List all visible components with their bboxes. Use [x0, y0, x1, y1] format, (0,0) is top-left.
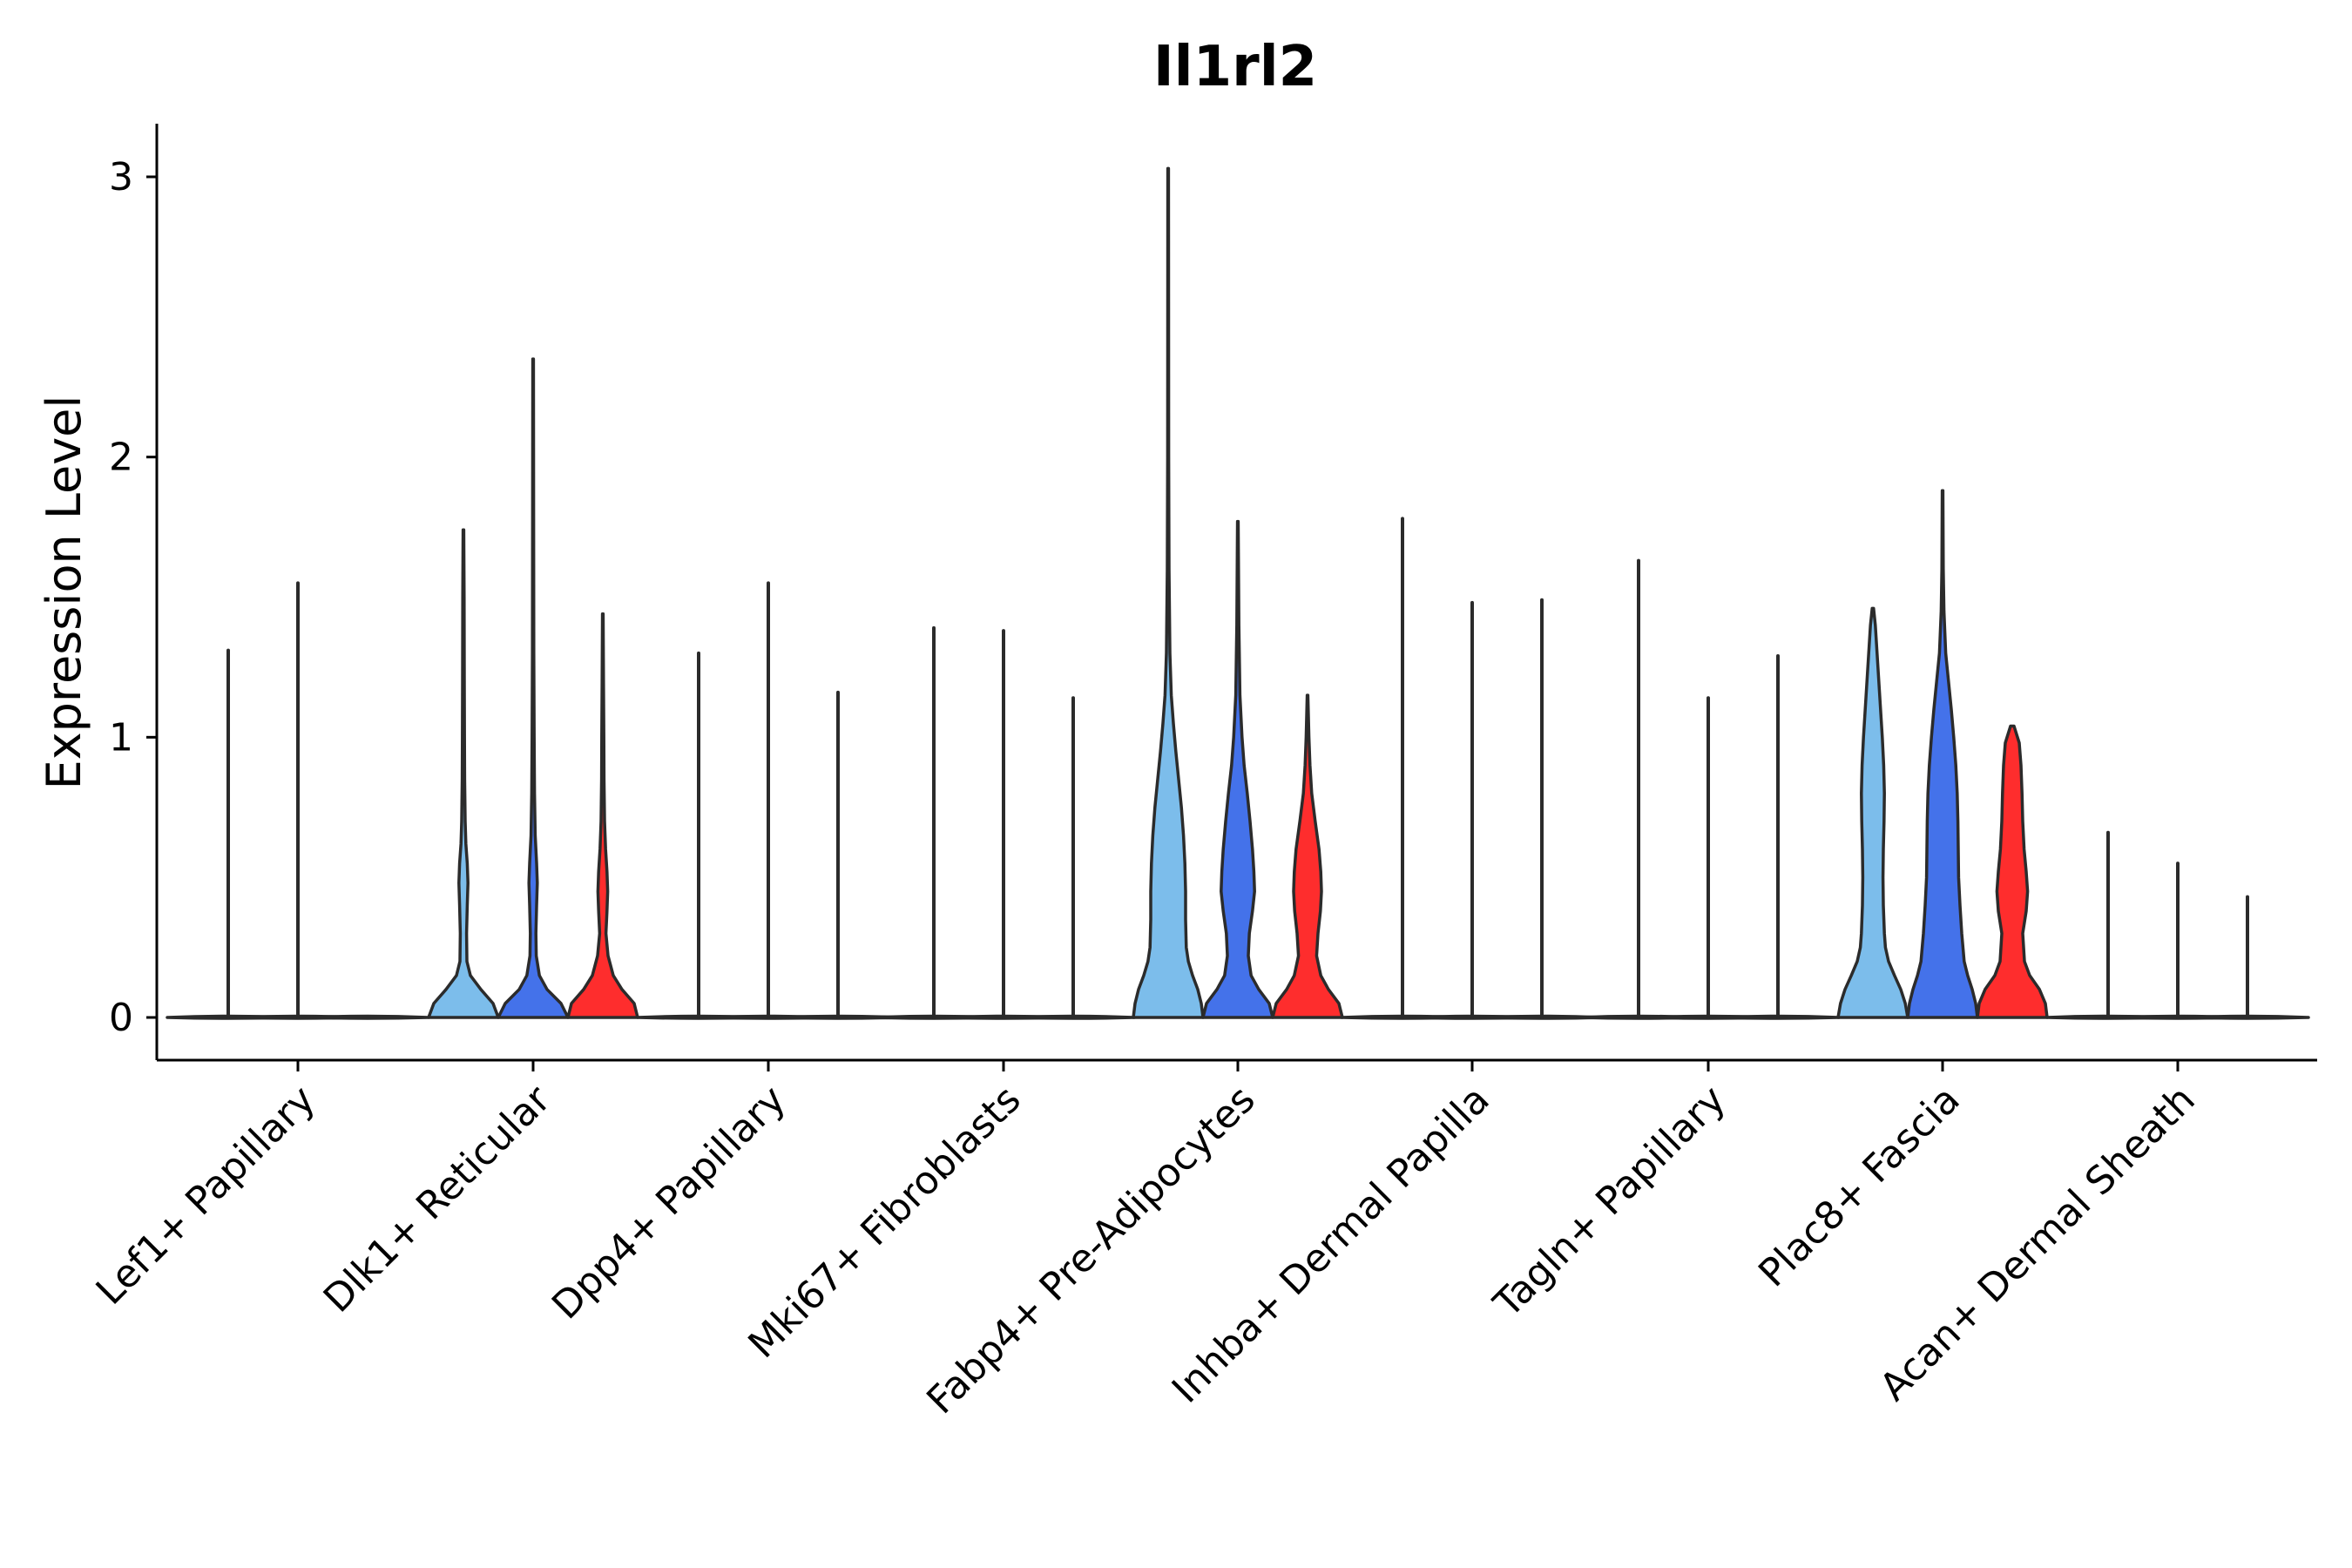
- violin-8-3: [1976, 724, 2049, 1019]
- y-axis-ticks: 0 1 2 3: [109, 155, 157, 1040]
- y-axis-label: Expression Level: [37, 395, 91, 790]
- x-tick-label-7: Tagln+ Papillary: [1485, 1078, 1734, 1327]
- y-tick-label-2: 2: [109, 436, 133, 480]
- violin-2-2: [497, 357, 570, 1019]
- violin-2-1: [427, 528, 500, 1019]
- violin-1-3: [305, 1014, 430, 1020]
- violin-8-1: [1836, 606, 1909, 1019]
- violin-5-3: [1271, 693, 1344, 1019]
- x-tick-label-8: Plac8+ Fascia: [1750, 1078, 1969, 1296]
- violin-5-2: [1201, 519, 1274, 1019]
- chart-title: Il1rl2: [1153, 35, 1317, 99]
- violin-5-1: [1132, 166, 1205, 1019]
- violin-8-2: [1906, 489, 1979, 1019]
- violin-2-3: [566, 612, 639, 1019]
- y-tick-label-0: 0: [109, 996, 133, 1040]
- y-tick-label-3: 3: [109, 155, 133, 199]
- x-tick-label-3: Dpp4+ Papillary: [544, 1078, 794, 1328]
- x-tick-label-1: Lef1+ Papillary: [88, 1078, 324, 1314]
- x-tick-label-2: Dlk1+ Reticular: [315, 1077, 560, 1321]
- plot-area: [166, 166, 2310, 1020]
- y-tick-label-1: 1: [109, 715, 133, 760]
